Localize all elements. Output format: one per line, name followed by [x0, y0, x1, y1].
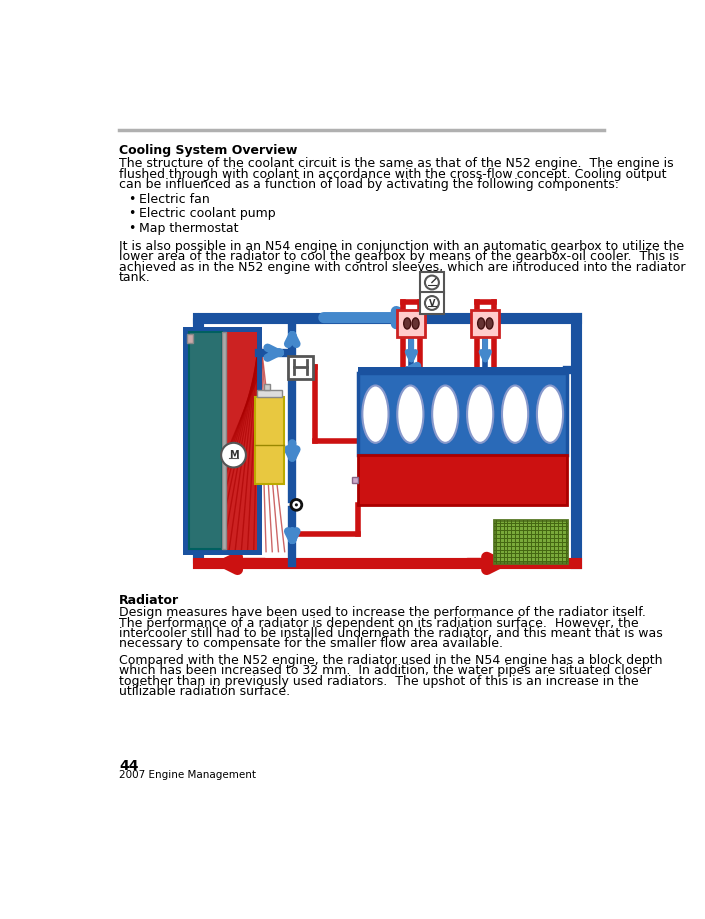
Text: tank.: tank.	[119, 271, 151, 284]
Text: The performance of a radiator is dependent on its radiation surface.  However, t: The performance of a radiator is depende…	[119, 616, 639, 629]
Bar	[358, 368, 568, 374]
Text: together than in previously used radiators.  The upshot of this is an increase i: together than in previously used radiato…	[119, 674, 639, 687]
Ellipse shape	[478, 319, 484, 330]
Text: Compared with the N52 engine, the radiator used in the N54 engine has a block de: Compared with the N52 engine, the radiat…	[119, 653, 663, 666]
Ellipse shape	[397, 386, 424, 443]
Text: M: M	[228, 450, 238, 460]
Bar	[472, 311, 499, 338]
Text: can be influenced as a function of load by activating the following components:: can be influenced as a function of load …	[119, 178, 619, 191]
Ellipse shape	[412, 319, 419, 330]
Bar	[288, 357, 313, 380]
Bar	[257, 391, 283, 397]
Bar	[493, 520, 568, 563]
Circle shape	[221, 443, 246, 468]
Text: 2007 Engine Management: 2007 Engine Management	[119, 768, 256, 778]
Text: •: •	[128, 207, 136, 221]
Ellipse shape	[362, 386, 388, 443]
Bar	[255, 397, 284, 485]
Text: V: V	[429, 299, 435, 307]
Bar	[398, 311, 425, 338]
Text: Cooling System Overview: Cooling System Overview	[119, 143, 298, 156]
Ellipse shape	[537, 386, 563, 443]
Text: It is also possible in an N54 engine in conjunction with an automatic gearbox to: It is also possible in an N54 engine in …	[119, 240, 685, 253]
Bar	[419, 293, 444, 314]
Bar	[187, 335, 193, 344]
Circle shape	[295, 504, 298, 507]
Text: flushed through with coolant in accordance with the cross-flow concept. Cooling : flushed through with coolant in accordan…	[119, 167, 667, 180]
Circle shape	[425, 277, 439, 290]
Text: intercooler still had to be installed underneath the radiator, and this meant th: intercooler still had to be installed un…	[119, 627, 663, 640]
Ellipse shape	[467, 386, 493, 443]
Text: Design measures have been used to increase the performance of the radiator itsel: Design measures have been used to increa…	[119, 606, 646, 618]
Text: The structure of the coolant circuit is the same as that of the N52 engine.  The: The structure of the coolant circuit is …	[119, 157, 674, 170]
Bar	[352, 477, 358, 483]
Text: achieved as in the N52 engine with control sleeves, which are introduced into th: achieved as in the N52 engine with contr…	[119, 260, 686, 273]
Bar	[188, 333, 222, 549]
Text: Electric fan: Electric fan	[140, 193, 210, 206]
Text: •: •	[128, 193, 136, 206]
Bar	[222, 333, 226, 549]
Bar	[419, 272, 444, 294]
Ellipse shape	[432, 386, 458, 443]
Bar	[358, 374, 568, 456]
Bar	[358, 456, 568, 505]
Text: Electric coolant pump: Electric coolant pump	[140, 207, 276, 221]
Text: Map thermostat: Map thermostat	[140, 221, 239, 234]
Text: utilizable radiation surface.: utilizable radiation surface.	[119, 685, 290, 698]
Text: 44: 44	[119, 758, 139, 772]
Text: necessary to compensate for the smaller flow area available.: necessary to compensate for the smaller …	[119, 637, 503, 650]
Text: •: •	[128, 221, 136, 234]
Circle shape	[291, 500, 302, 511]
Text: lower area of the radiator to cool the gearbox by means of the gearbox-oil coole: lower area of the radiator to cool the g…	[119, 250, 679, 263]
Circle shape	[425, 297, 439, 311]
Bar	[264, 385, 270, 391]
FancyBboxPatch shape	[185, 330, 259, 552]
Ellipse shape	[486, 319, 493, 330]
Text: Radiator: Radiator	[119, 594, 179, 607]
Ellipse shape	[502, 386, 528, 443]
Text: which has been increased to 32 mm.  In addition, the water pipes are situated cl: which has been increased to 32 mm. In ad…	[119, 664, 652, 676]
Ellipse shape	[404, 319, 411, 330]
